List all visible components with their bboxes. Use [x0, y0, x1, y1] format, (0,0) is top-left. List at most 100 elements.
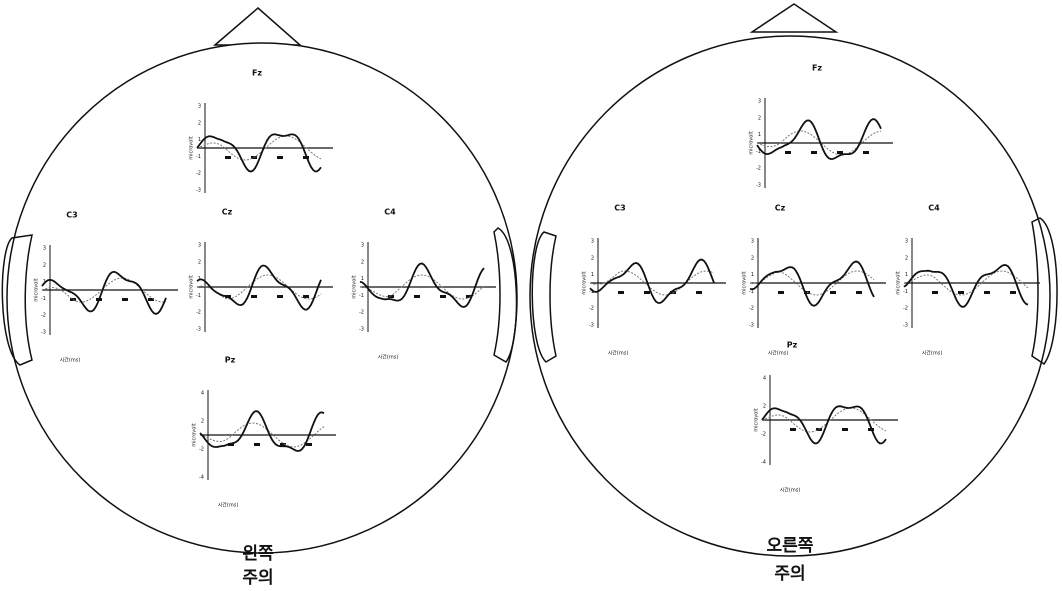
y-tick-label: -1: [196, 154, 201, 160]
electrode-label: C3: [66, 211, 77, 220]
time-marker: [932, 291, 938, 294]
y-tick-label: 2: [905, 255, 908, 261]
y-tick-label: 1: [591, 272, 594, 278]
electrode-label: C3: [614, 204, 625, 213]
page: {"heads": [ {"caption": ["왼쪽", "주의"], "p…: [0, 0, 1062, 591]
time-marker: [254, 443, 260, 446]
y-tick-label: 2: [591, 255, 594, 261]
x-axis-label: 시간(ms): [378, 354, 399, 361]
electrode-label: Cz: [775, 204, 786, 213]
y-tick-label: 3: [758, 99, 761, 105]
time-marker: [842, 428, 848, 431]
time-marker: [830, 291, 836, 294]
y-axis-label: microvolt: [192, 423, 198, 446]
y-tick-label: 3: [361, 243, 364, 249]
electrode-label: Fz: [812, 64, 822, 73]
y-tick-label: -3: [756, 183, 761, 189]
time-marker: [440, 295, 446, 298]
caption: 주의: [242, 568, 273, 588]
y-tick-label: -2: [756, 166, 761, 172]
y-tick-label: -3: [749, 323, 754, 329]
y-tick-label: -3: [903, 323, 908, 329]
x-axis-label: 시간(ms): [60, 357, 81, 364]
y-tick-label: 3: [905, 239, 908, 245]
y-tick-label: -2: [749, 306, 754, 312]
time-marker: [837, 151, 843, 154]
time-marker: [225, 156, 231, 159]
y-tick-label: -1: [903, 289, 908, 295]
y-tick-label: 3: [591, 239, 594, 245]
y-axis-label: microvolt: [754, 408, 760, 431]
time-marker: [958, 291, 964, 294]
time-marker: [303, 295, 309, 298]
y-tick-label: -4: [199, 475, 204, 481]
electrode-label: Pz: [787, 341, 798, 350]
caption: 오른쪽: [767, 536, 814, 556]
time-marker: [306, 443, 312, 446]
y-tick-label: -3: [41, 330, 46, 336]
time-marker: [778, 291, 784, 294]
y-tick-label: -1: [196, 293, 201, 299]
y-tick-label: 1: [905, 272, 908, 278]
y-tick-label: 4: [763, 376, 766, 382]
y-tick-label: -4: [761, 460, 766, 466]
y-tick-label: 2: [198, 120, 201, 126]
y-axis-label: microvolt: [34, 278, 40, 301]
time-marker: [414, 295, 420, 298]
y-tick-label: -3: [359, 327, 364, 333]
y-tick-label: 2: [361, 259, 364, 265]
electrode-label: Cz: [222, 208, 233, 217]
x-axis-label: 시간(ms): [608, 350, 629, 357]
time-marker: [122, 298, 128, 301]
time-marker: [696, 291, 702, 294]
y-tick-label: 3: [751, 239, 754, 245]
y-tick-label: -2: [196, 171, 201, 177]
y-tick-label: -2: [589, 306, 594, 312]
head: [530, 36, 1050, 556]
electrode-label: C4: [928, 204, 940, 213]
x-axis-label: 시간(ms): [218, 502, 239, 509]
y-tick-label: 3: [198, 104, 201, 110]
y-tick-label: 1: [758, 132, 761, 138]
caption: 왼쪽: [242, 544, 274, 564]
y-tick-label: 3: [198, 243, 201, 249]
nose: [752, 4, 836, 32]
y-tick-label: -2: [41, 313, 46, 319]
y-axis-label: microvolt: [582, 271, 588, 294]
y-tick-label: 2: [43, 262, 46, 268]
time-marker: [644, 291, 650, 294]
y-axis-label: microvolt: [749, 131, 755, 154]
y-axis-label: microvolt: [189, 136, 195, 159]
time-marker: [790, 428, 796, 431]
y-tick-label: -2: [761, 432, 766, 438]
y-axis-label: microvolt: [352, 275, 358, 298]
y-tick-label: -1: [41, 296, 46, 302]
x-axis-label: 시간(ms): [768, 350, 789, 357]
y-tick-label: -2: [359, 310, 364, 316]
y-axis-label: microvolt: [742, 271, 748, 294]
x-axis-label: 시간(ms): [922, 350, 943, 357]
nose: [215, 8, 300, 45]
y-tick-label: 2: [198, 259, 201, 265]
y-tick-label: 2: [758, 115, 761, 121]
y-tick-label: -1: [359, 293, 364, 299]
y-tick-label: -2: [903, 306, 908, 312]
y-tick-label: -2: [196, 310, 201, 316]
time-marker: [277, 156, 283, 159]
time-marker: [618, 291, 624, 294]
y-axis-label: microvolt: [189, 275, 195, 298]
y-tick-label: 2: [201, 419, 204, 425]
y-axis-label: microvolt: [896, 271, 902, 294]
time-marker: [856, 291, 862, 294]
y-tick-label: -2: [199, 447, 204, 453]
y-tick-label: 2: [763, 404, 766, 410]
time-marker: [277, 295, 283, 298]
y-tick-label: -3: [196, 188, 201, 194]
electrode-label: Pz: [225, 356, 236, 365]
time-marker: [984, 291, 990, 294]
y-tick-label: 1: [751, 272, 754, 278]
y-tick-label: 2: [751, 255, 754, 261]
time-marker: [785, 151, 791, 154]
y-tick-label: -3: [589, 323, 594, 329]
time-marker: [251, 295, 257, 298]
